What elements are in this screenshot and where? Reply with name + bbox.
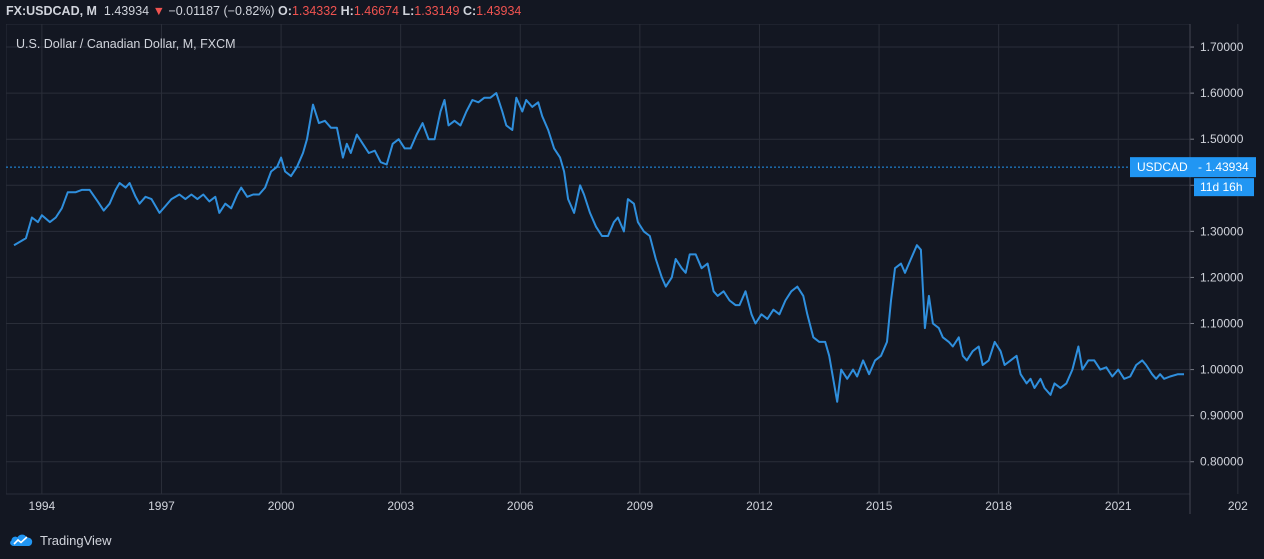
x-tick-label: 2015 (866, 499, 893, 513)
y-tick-label: 1.70000 (1200, 40, 1244, 54)
countdown-background (1194, 178, 1254, 197)
y-tick-label: 1.00000 (1200, 363, 1244, 377)
x-tick-label: 2012 (746, 499, 773, 513)
y-tick-label: 0.80000 (1200, 455, 1244, 469)
usdcad-price-line[interactable] (13, 92, 1184, 403)
x-tick-label: 2018 (985, 499, 1012, 513)
open-label: O: (278, 4, 292, 18)
tradingview-branding[interactable]: TradingView (8, 530, 112, 550)
y-tick-label: 1.10000 (1200, 317, 1244, 331)
chart-title: U.S. Dollar / Canadian Dollar, M, FXCM (16, 37, 236, 51)
open-value: 1.34332 (291, 4, 338, 18)
countdown-label: 11d 16h (1200, 180, 1243, 194)
price-tags: USDCAD - 1.43934 11d 16h (1130, 157, 1256, 197)
y-tick-label: 1.20000 (1200, 270, 1244, 284)
high-value: 1.46674 (353, 4, 399, 18)
grid-lines (5, 23, 1239, 495)
x-tick-label: 2009 (627, 499, 654, 513)
price-change: −0.01187 (−0.82%) (168, 4, 275, 18)
brand-label: TradingView (40, 532, 112, 548)
x-tick-label: 1994 (29, 499, 56, 513)
down-arrow-icon: ▼ (152, 4, 165, 18)
last-price: 1.43934 (103, 4, 150, 18)
tradingview-cloud-icon (10, 534, 33, 546)
price-axis[interactable]: 0.80000 0.90000 1.00000 1.10000 1.20000 1.300… (1189, 24, 1244, 514)
high-label: H: (340, 4, 354, 18)
last-price-tag: USDCAD - 1.43934 (1130, 157, 1256, 178)
y-tick-label: 1.60000 (1200, 86, 1244, 100)
close-label: C: (462, 4, 477, 18)
symbol-label[interactable]: FX:USDCAD, M (6, 4, 97, 18)
low-label: L: (402, 4, 415, 18)
x-tick-label: 2006 (507, 499, 534, 513)
chart-area[interactable]: U.S. Dollar / Canadian Dollar, M, FXCM 0… (5, 23, 1256, 519)
x-tick-label: 202 (1228, 499, 1248, 513)
y-tick-label: 1.30000 (1200, 224, 1244, 238)
legend-header: FX:USDCAD, M 1.43934 ▼ −0.01187 (−0.82%)… (6, 4, 521, 18)
x-tick-label: 2003 (387, 499, 414, 513)
chart-header-bar: FX:USDCAD, M 1.43934 ▼ −0.01187 (−0.82%)… (0, 0, 1264, 24)
price-chart[interactable]: U.S. Dollar / Canadian Dollar, M, FXCM 0… (5, 23, 1256, 519)
price-tag-value: - 1.43934 (1198, 160, 1249, 174)
countdown-tag: 11d 16h (1194, 178, 1254, 197)
time-axis[interactable]: 1994 1997 2000 2003 2006 2009 2012 2015 2018 2021… (29, 499, 1249, 513)
low-value: 1.33149 (414, 4, 460, 18)
y-tick-label: 0.90000 (1200, 409, 1244, 423)
price-tag-background (1130, 157, 1256, 178)
chart-background (6, 24, 1256, 519)
series-layer (6, 92, 1190, 403)
price-tag-symbol: USDCAD (1137, 160, 1188, 174)
x-tick-label: 2000 (268, 499, 295, 513)
close-value: 1.43934 (476, 4, 522, 18)
y-tick-label: 1.50000 (1200, 132, 1244, 146)
x-tick-label: 2021 (1105, 499, 1132, 513)
x-tick-label: 1997 (148, 499, 175, 513)
